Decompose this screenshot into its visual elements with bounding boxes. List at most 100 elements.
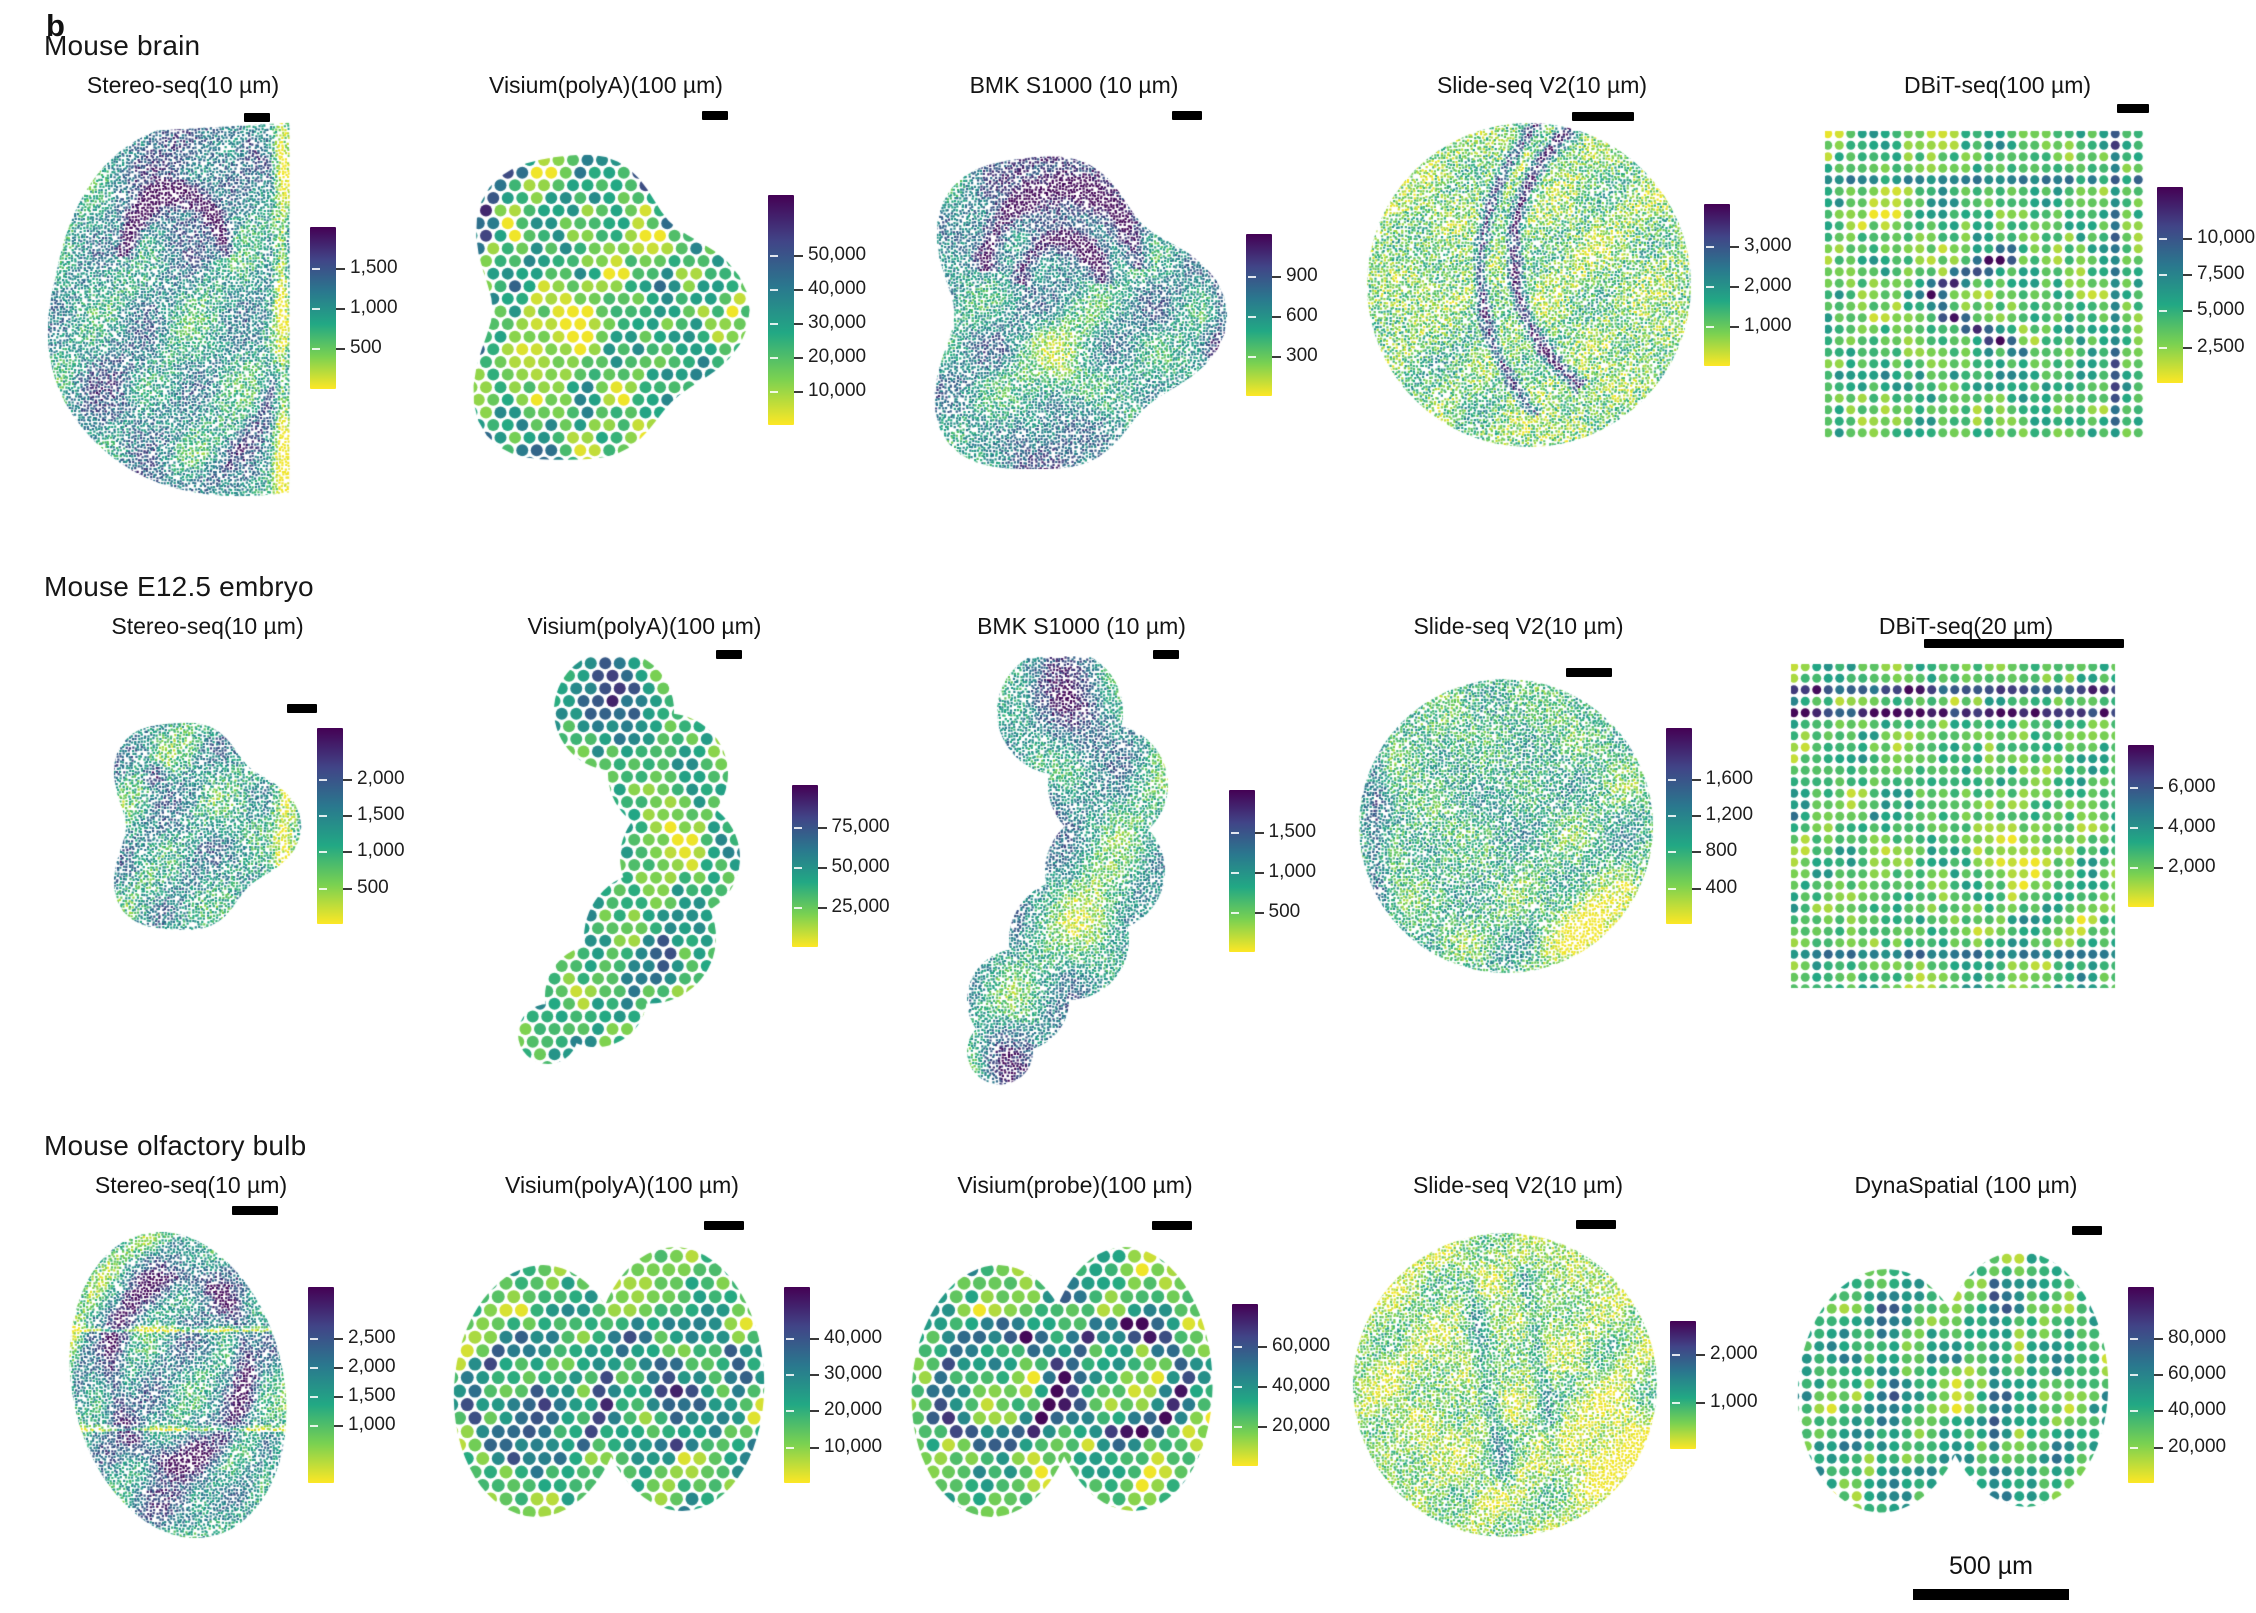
panel: BMK S1000 (10 µm) 900 600 300 (886, 72, 1358, 515)
colorbar-tick-label: 500 (350, 337, 382, 359)
colorbar-tick (770, 288, 778, 291)
panel-image-wrap (82, 693, 317, 959)
colorbar-tick-label: 500 (357, 876, 389, 898)
colorbar-tick-label: 10,000 (2197, 226, 2256, 248)
colorbar-tick-label: 1,000 (1744, 314, 1792, 336)
colorbar-tick (1667, 778, 1676, 781)
tissue-row-grid: Stereo-seq(10 µm) 2,000 1,500 1,000 500 Vis… (40, 613, 2240, 1086)
colorbar-tick (2154, 1410, 2163, 1413)
colorbar: 40,000 30,000 20,000 10,000 (784, 1287, 896, 1483)
colorbar-tick (794, 356, 803, 359)
tissue-row-grid: Stereo-seq(10 µm) 1,500 1,000 500 Visium(p… (40, 72, 2255, 515)
colorbar-tick-label: 3,000 (1744, 234, 1792, 256)
colorbar-tick-label: 2,000 (1744, 274, 1792, 296)
colorbar-tick-label: 80,000 (2168, 1326, 2227, 1348)
colorbar-tick-label: 20,000 (2168, 1435, 2227, 1457)
colorbar: 10,000 7,500 5,000 2,500 (2157, 187, 2256, 383)
tissue-group-title: Mouse E12.5 embryo (44, 571, 314, 602)
colorbar-tick (2183, 237, 2192, 240)
colorbar-gradient: 80,000 60,000 40,000 20,000 (2128, 1287, 2226, 1483)
colorbar-tick (1254, 911, 1264, 914)
panel-scale-bar (232, 1206, 278, 1215)
colorbar-tick-label: 75,000 (831, 815, 890, 837)
figure-panel-label: b (46, 8, 65, 43)
colorbar-tick (1248, 355, 1256, 358)
scale-annotation: 500 µm (1906, 1552, 2076, 1600)
colorbar-gradient: 50,000 40,000 30,000 20,000 10,000 (768, 195, 866, 425)
colorbar: 2,500 2,000 1,500 1,000 (308, 1287, 420, 1483)
colorbar-tick-label: 2,000 (2168, 855, 2216, 877)
colorbar-tick-label: 900 (1286, 264, 1318, 286)
panel-title: BMK S1000 (10 µm) (977, 613, 1186, 639)
colorbar-tick (793, 906, 802, 909)
colorbar-tick-label: 1,500 (350, 257, 398, 279)
panel-image-wrap (428, 111, 758, 505)
panel-title: Visium(polyA)(100 µm) (505, 1172, 739, 1198)
colorbar-tick (1691, 887, 1701, 890)
colorbar-tick (786, 1374, 794, 1377)
colorbar-tick-label: 4,000 (2168, 815, 2216, 837)
panel-image (82, 693, 307, 959)
panel-body: 50,000 40,000 30,000 20,000 10,000 (428, 111, 880, 505)
colorbar: 3,000 2,000 1,000 (1704, 204, 1816, 366)
panel-title: Stereo-seq(10 µm) (94, 1172, 288, 1198)
colorbar-tick (1691, 851, 1701, 854)
panel-image (1788, 1240, 2118, 1530)
colorbar-tick (1258, 1345, 1267, 1348)
colorbar-tick-label: 1,000 (1268, 860, 1317, 882)
colorbar-tick (1696, 1401, 1705, 1404)
colorbar-tick-label: 6,000 (2168, 775, 2216, 797)
panel-image-wrap (1355, 668, 1656, 976)
colorbar-tick-label: 1,000 (348, 1413, 396, 1435)
panel-scale-bar (2117, 103, 2149, 113)
colorbar-tick (810, 1410, 819, 1413)
colorbar-tick-label: 1,200 (1705, 804, 1754, 826)
colorbar-tick (310, 1424, 318, 1427)
panel-title: Slide-seq V2(10 µm) (1412, 1172, 1624, 1198)
colorbar-tick (1730, 285, 1739, 288)
panel-image-wrap (1364, 112, 1694, 450)
panel-scale-bar (1576, 1220, 1616, 1229)
colorbar-tick-label: 1,000 (357, 840, 405, 862)
colorbar-tick (2183, 274, 2192, 277)
colorbar-tick-label: 800 (1705, 840, 1738, 862)
panel-scale-bar (1172, 111, 1202, 120)
colorbar-tick-label: 60,000 (1272, 1334, 1331, 1356)
colorbar-tick-label: 1,500 (348, 1384, 396, 1406)
panel-body: 6,000 4,000 2,000 (1788, 639, 2240, 996)
colorbar-tick (343, 887, 352, 890)
colorbar-tick (793, 866, 802, 869)
colorbar-tick (786, 1410, 794, 1413)
panel: BMK S1000 (10 µm) 1,500 1,000 500 (914, 613, 1345, 1086)
colorbar-tick (319, 815, 327, 818)
panel-image (902, 1235, 1222, 1535)
colorbar-tick (336, 348, 345, 351)
colorbar-tick (2130, 826, 2138, 829)
colorbar-tick (1691, 778, 1701, 781)
colorbar-tick (2130, 786, 2138, 789)
colorbar-tick (2154, 866, 2163, 869)
colorbar-tick (310, 1337, 318, 1340)
colorbar-tick-label: 2,500 (2197, 335, 2245, 357)
colorbar-tick (312, 348, 320, 351)
panel-image (1355, 676, 1656, 976)
panel-scale-bar (1152, 650, 1179, 659)
panel-title: Slide-seq V2(10 µm) (1436, 72, 1648, 98)
colorbar-tick-label: 20,000 (1272, 1414, 1331, 1436)
colorbar-tick (334, 1366, 343, 1369)
panel-image-wrap (444, 1221, 774, 1535)
panel-body: 10,000 7,500 5,000 2,500 (1822, 103, 2256, 455)
colorbar-tick (817, 866, 827, 869)
colorbar-tick-label: 2,000 (348, 1355, 396, 1377)
panel: Slide-seq V2(10 µm) 2,000 1,000 (1350, 1172, 1782, 1555)
colorbar-tick (2154, 1446, 2163, 1449)
panel-image-wrap (1822, 103, 2149, 443)
colorbar-tick-label: 10,000 (808, 379, 867, 401)
scale-annotation-label: 500 µm (1949, 1552, 2033, 1580)
panel-scale-bar (1572, 112, 1634, 121)
colorbar-tick (2159, 310, 2167, 313)
colorbar: 60,000 40,000 20,000 (1232, 1304, 1344, 1466)
colorbar-tick-label: 7,500 (2197, 263, 2245, 285)
panel-body: 900 600 300 (886, 111, 1358, 515)
colorbar-tick (810, 1446, 819, 1449)
